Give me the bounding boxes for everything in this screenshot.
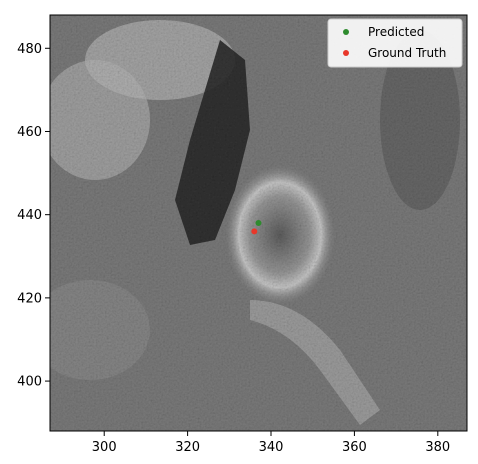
image-dark-region: [175, 40, 250, 245]
legend: Predicted Ground Truth: [327, 18, 463, 68]
legend-marker: [343, 29, 349, 35]
image-structure-upper: [85, 20, 235, 100]
plot-frame: [49, 14, 468, 432]
legend-box: [327, 18, 463, 68]
point-predicted: [255, 220, 262, 226]
x-tick-label: 360: [342, 440, 367, 455]
y-tick-label: 400: [17, 375, 42, 390]
y-tick-label: 460: [17, 125, 42, 140]
legend-label: Predicted: [368, 25, 424, 39]
image-structure-right: [380, 30, 460, 210]
legend-label: Ground Truth: [368, 46, 446, 60]
x-tick-label: 300: [92, 440, 117, 455]
y-tick-label: 440: [17, 208, 42, 223]
x-tick-label: 320: [175, 440, 200, 455]
point-ground-truth: [251, 228, 258, 235]
image-bright-ring: [225, 165, 335, 305]
data-points: [251, 220, 262, 235]
y-tick-label: 480: [17, 42, 42, 57]
y-tick-label: 420: [17, 291, 42, 306]
axes: 300 320 340 360 380 400 420 440 460 480: [17, 14, 468, 455]
x-tick-label: 380: [425, 440, 450, 455]
scan-image: [50, 15, 467, 431]
x-tick-label: 340: [259, 440, 284, 455]
image-bright-band: [250, 300, 380, 425]
image-structure-lower-left: [50, 280, 150, 380]
legend-marker: [343, 50, 349, 56]
